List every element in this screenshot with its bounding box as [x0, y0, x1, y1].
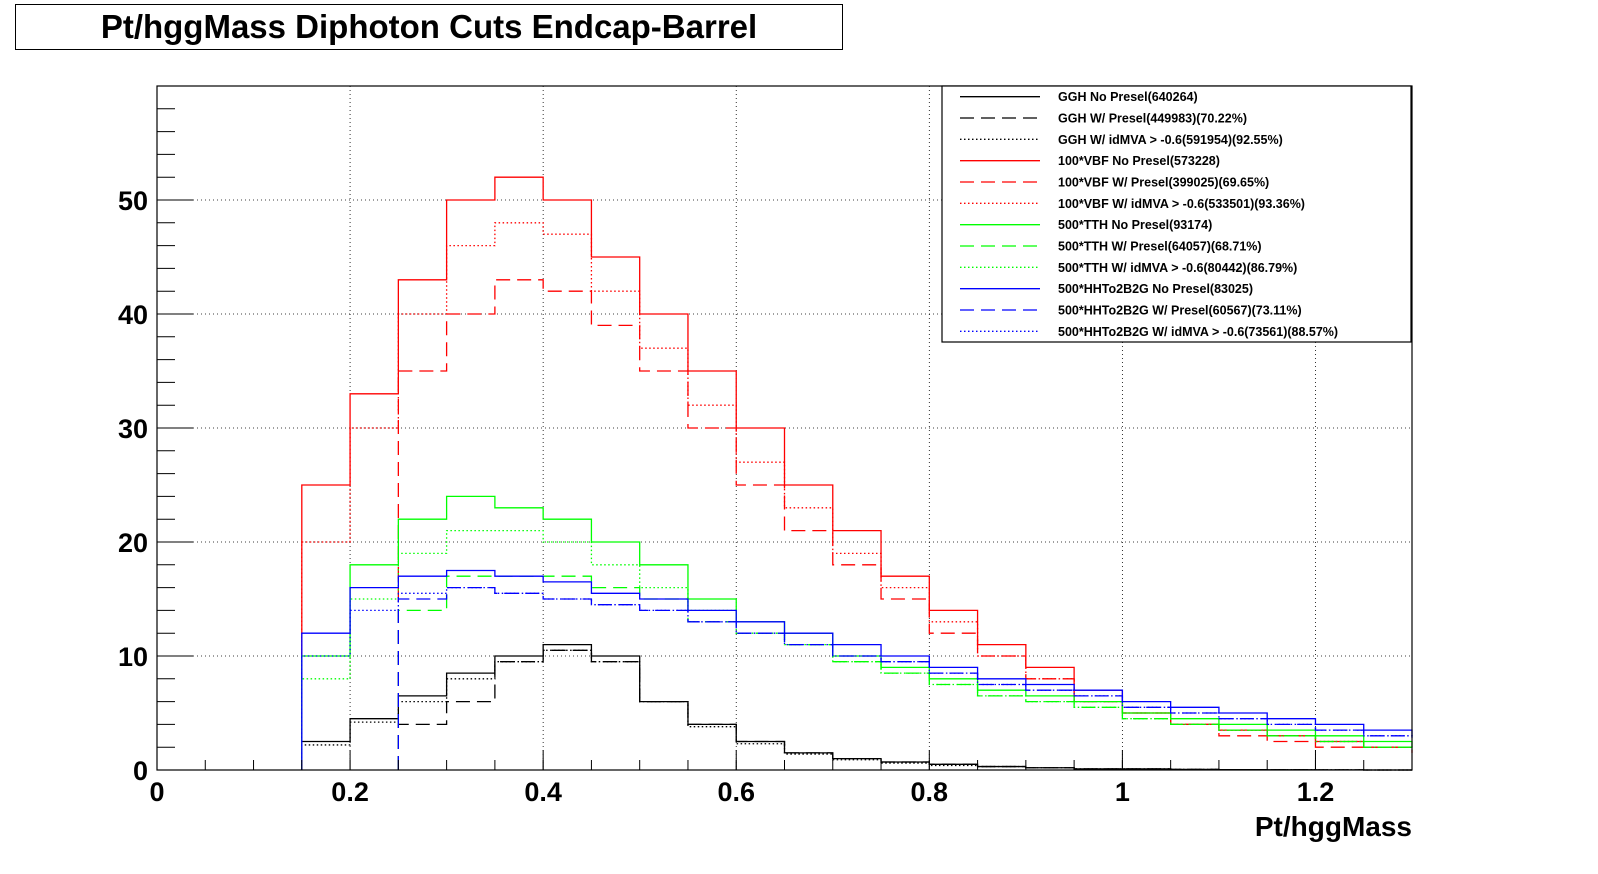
legend-entry: GGH No Presel(640264) [1058, 90, 1198, 104]
x-tick-label: 1.2 [1297, 777, 1335, 807]
series-line [397, 649, 1412, 771]
series-line [301, 222, 1413, 770]
legend-box [941, 85, 1412, 343]
series-line [397, 575, 1413, 770]
legend-entry: GGH W/ idMVA > -0.6(591954)(92.55%) [1058, 133, 1283, 147]
legend-entry: 100*VBF W/ idMVA > -0.6(533501)(93.36%) [1058, 197, 1305, 211]
legend-entry: 500*TTH W/ Presel(64057)(68.71%) [1058, 240, 1262, 254]
x-tick-label: 0.6 [717, 777, 755, 807]
series-line [301, 569, 1413, 770]
legend-entry: 100*VBF W/ Presel(399025)(69.65%) [1058, 176, 1269, 190]
series-line [301, 643, 1412, 771]
series-line [397, 279, 1413, 770]
y-tick-label: 10 [118, 642, 148, 672]
y-tick-label: 40 [118, 300, 148, 330]
series-line [301, 586, 1413, 770]
x-axis-ticks: 0 0.2 0.4 0.6 0.8 1 1.2 [149, 750, 1413, 807]
y-axis-ticks: 0 10 20 30 40 50 [118, 85, 193, 786]
legend-entry: 500*TTH No Presel(93174) [1058, 218, 1212, 232]
x-tick-label: 0.8 [911, 777, 949, 807]
x-tick-label: 0 [149, 777, 164, 807]
y-tick-label: 30 [118, 414, 148, 444]
series-line [301, 495, 1413, 770]
x-tick-label: 0.2 [331, 777, 369, 807]
y-tick-label: 0 [133, 756, 148, 786]
series-line [301, 649, 1412, 771]
legend-entry: 100*VBF No Presel(573228) [1058, 154, 1220, 168]
chart-title: Pt/hggMass Diphoton Cuts Endcap-Barrel [100, 8, 758, 45]
legend-entry: 500*HHTo2B2G No Presel(83025) [1058, 282, 1253, 296]
legend-entry: 500*HHTo2B2G W/ idMVA > -0.6(73561)(88.5… [1058, 325, 1338, 339]
series-line [397, 586, 1413, 770]
series-line [301, 529, 1413, 770]
chart-title-box: Pt/hggMass Diphoton Cuts Endcap-Barrel [15, 4, 843, 50]
legend-entry: GGH W/ Presel(449983)(70.22%) [1058, 112, 1247, 126]
legend: GGH No Presel(640264) GGH W/ Presel(44998… [941, 85, 1412, 343]
x-tick-label: 0.4 [524, 777, 562, 807]
legend-entry: 500*HHTo2B2G W/ Presel(60567)(73.11%) [1058, 304, 1302, 318]
series-layer [301, 176, 1413, 771]
legend-entry: 500*TTH W/ idMVA > -0.6(80442)(86.79%) [1058, 261, 1297, 275]
x-tick-label: 1 [1115, 777, 1130, 807]
y-tick-label: 20 [118, 528, 148, 558]
x-axis-label: Pt/hggMass [1255, 811, 1412, 842]
y-tick-label: 50 [118, 186, 148, 216]
